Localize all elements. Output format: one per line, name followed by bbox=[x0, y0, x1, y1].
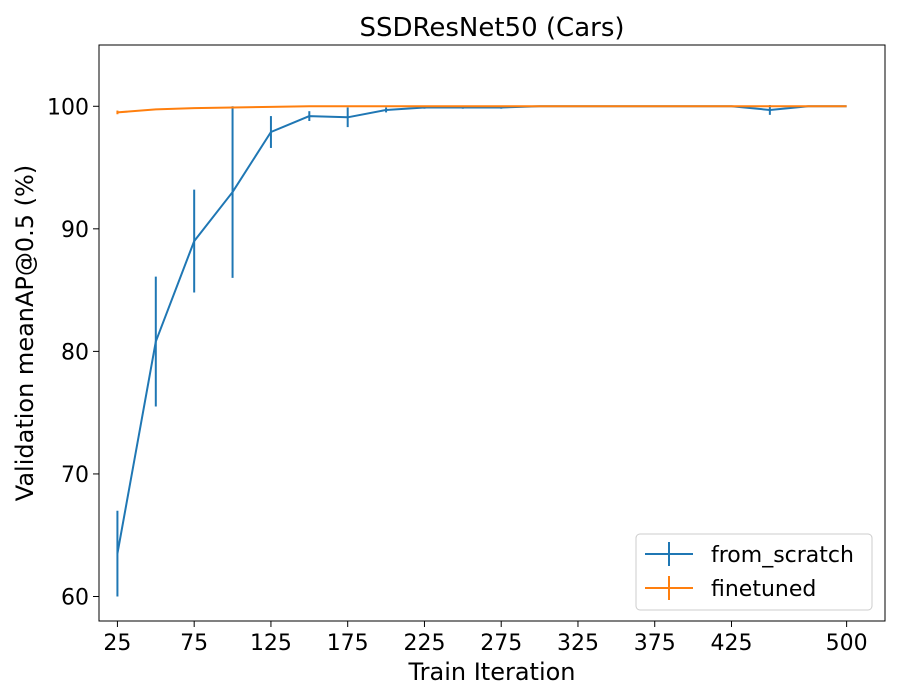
series-finetuned bbox=[116, 105, 847, 115]
chart-title: SSDResNet50 (Cars) bbox=[359, 13, 624, 43]
x-tick-label: 325 bbox=[557, 631, 599, 656]
x-tick-label: 375 bbox=[634, 631, 676, 656]
x-tick-label: 425 bbox=[710, 631, 752, 656]
x-tick-label: 500 bbox=[826, 631, 868, 656]
x-tick-label: 175 bbox=[327, 631, 369, 656]
x-axis: 25 75 125 175 225 275 325 375 425 500 bbox=[103, 621, 868, 656]
legend-label: from_scratch bbox=[711, 543, 854, 568]
y-tick-label: 90 bbox=[61, 218, 89, 243]
y-tick-label: 100 bbox=[47, 95, 89, 120]
x-tick-label: 75 bbox=[180, 631, 208, 656]
x-tick-label: 225 bbox=[403, 631, 445, 656]
y-tick-label: 80 bbox=[61, 340, 89, 365]
legend-box bbox=[635, 533, 873, 611]
series-layer bbox=[116, 105, 847, 597]
x-tick-label: 125 bbox=[250, 631, 292, 656]
y-tick-label: 60 bbox=[61, 585, 89, 610]
legend-label: finetuned bbox=[711, 577, 816, 602]
y-axis-label: Validation meanAP@0.5 (%) bbox=[11, 165, 39, 501]
y-axis: 60 70 80 90 100 bbox=[47, 95, 99, 610]
y-tick-label: 70 bbox=[61, 463, 89, 488]
plot-area bbox=[98, 44, 886, 622]
legend: from_scratch finetuned bbox=[635, 533, 873, 611]
x-tick-label: 25 bbox=[103, 631, 131, 656]
x-tick-label: 275 bbox=[480, 631, 522, 656]
series-line bbox=[117, 105, 847, 114]
x-axis-label: Train Iteration bbox=[407, 658, 575, 686]
